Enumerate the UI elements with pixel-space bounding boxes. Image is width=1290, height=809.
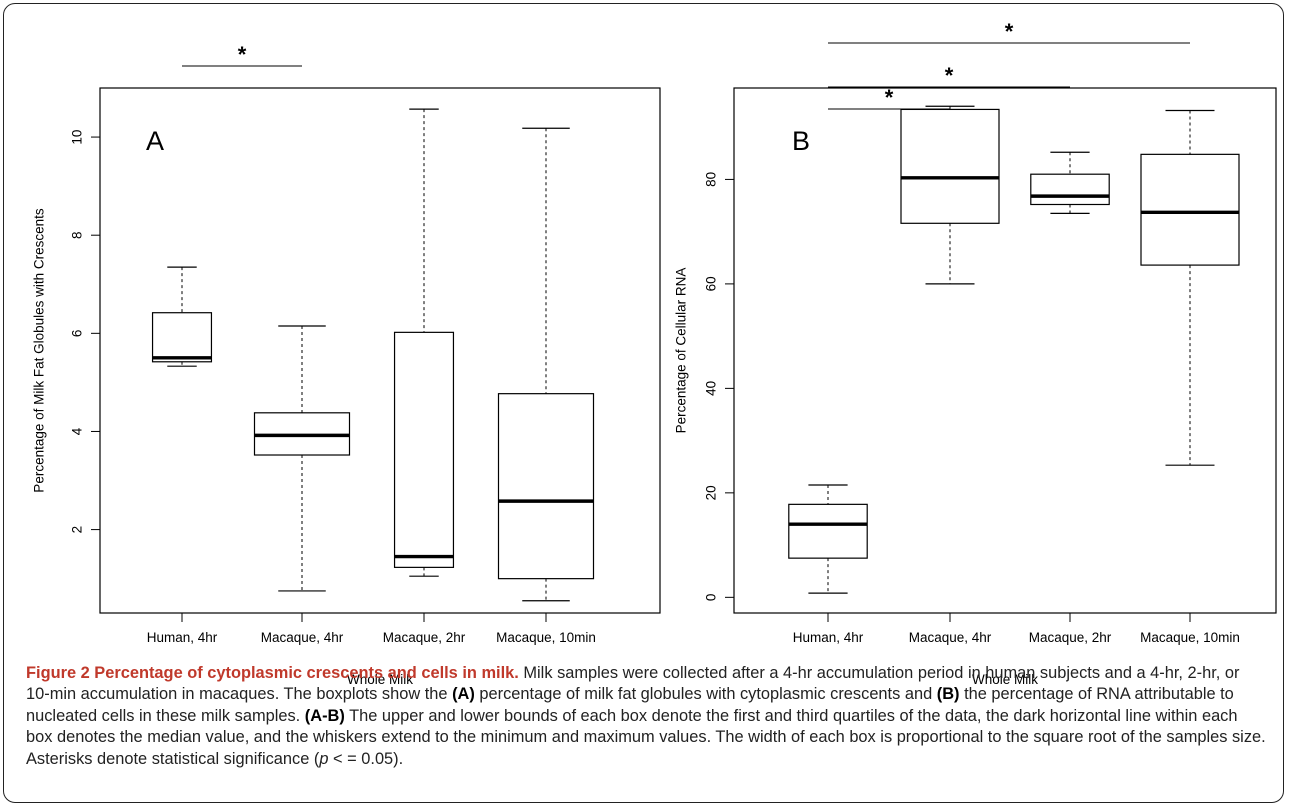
panel-b-ytick-label: 0 xyxy=(704,594,719,602)
caption-ref-a: (A) xyxy=(452,685,475,704)
caption-text-3: the percentage of RNA attributable to nu… xyxy=(26,685,1234,725)
caption-p-symbol: p xyxy=(319,749,329,768)
panel-b-ytick-label: 40 xyxy=(704,381,719,396)
panel-a-xlabel: Whole Milk xyxy=(347,672,413,687)
panel-a-letter: A xyxy=(146,126,164,156)
panel-a-plot-border xyxy=(99,87,661,614)
panel-b-xtick-label: Macaque, 2hr xyxy=(1029,630,1112,645)
panel-b-box xyxy=(900,108,1000,224)
panel-a-xtick-label: Macaque, 10min xyxy=(496,630,596,645)
panel-b-xtick-label: Human, 4hr xyxy=(793,630,864,645)
figure-frame xyxy=(3,3,1284,803)
panel-b-box xyxy=(1030,173,1110,206)
caption-text-1: Milk samples were collected after a 4-hr… xyxy=(26,664,1240,704)
panel-b-box xyxy=(788,503,868,559)
panel-a-ylabel: Percentage of Milk Fat Globules with Cre… xyxy=(32,208,47,493)
panel-a-box xyxy=(151,312,213,363)
panel-b-ylabel: Percentage of Cellular RNA xyxy=(674,268,689,434)
panel-b-letter: B xyxy=(792,126,810,156)
panel-a-ytick-label: 8 xyxy=(70,231,85,239)
panel-a-xtick-label: Human, 4hr xyxy=(147,630,218,645)
figure-caption: Figure 2 Percentage of cytoplasmic cresc… xyxy=(26,663,1266,770)
panel-b-box xyxy=(1140,153,1240,266)
panel-b-ytick-label: 80 xyxy=(704,172,719,187)
panel-b-ytick-label: 20 xyxy=(704,485,719,500)
caption-text-5: < = 0.05). xyxy=(328,749,404,768)
panel-b-xlabel: Whole Milk xyxy=(972,672,1038,687)
panel-a-xtick-label: Macaque, 2hr xyxy=(383,630,466,645)
panel-b-significance-star: * xyxy=(1005,19,1014,44)
panel-a-ytick-label: 2 xyxy=(70,526,85,534)
panel-b-xtick-label: Macaque, 10min xyxy=(1140,630,1240,645)
caption-text-2: percentage of milk fat globules with cyt… xyxy=(474,685,937,704)
caption-title: Figure 2 Percentage of cytoplasmic cresc… xyxy=(26,664,519,682)
panel-a-xtick-label: Macaque, 4hr xyxy=(261,630,344,645)
panel-b-significance-star: * xyxy=(945,63,954,88)
panel-b-plot-border xyxy=(733,87,1277,614)
panel-a-ytick-label: 6 xyxy=(70,330,85,338)
caption-ref-ab: (A-B) xyxy=(304,706,345,725)
panel-b-ytick-label: 60 xyxy=(704,276,719,291)
panel-a-significance-star: * xyxy=(238,42,247,67)
panel-b-significance-star: * xyxy=(885,85,894,110)
panel-a-ytick-label: 10 xyxy=(70,130,85,145)
panel-a-box xyxy=(497,393,595,580)
panel-a-box xyxy=(393,331,455,568)
caption-ref-b: (B) xyxy=(936,685,960,704)
panel-a-ytick-label: 4 xyxy=(70,427,85,435)
caption-text-4: The upper and lower bounds of each box d… xyxy=(26,706,1266,768)
panel-b-xtick-label: Macaque, 4hr xyxy=(909,630,992,645)
